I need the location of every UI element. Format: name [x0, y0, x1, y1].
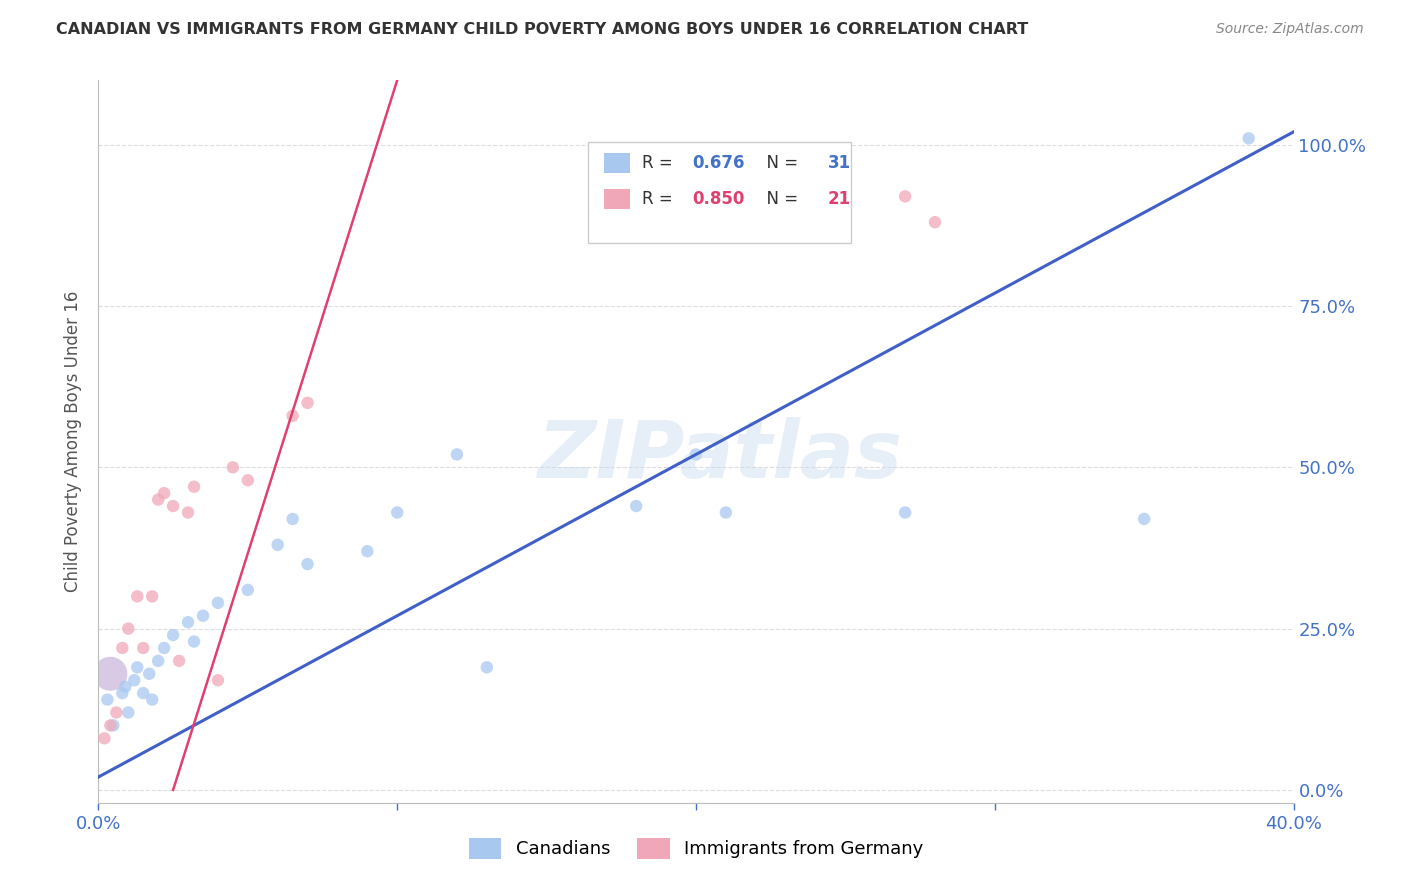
Point [98, 718, 122, 732]
Point [685, 447, 707, 461]
Point [297, 557, 319, 571]
Point [127, 660, 149, 674]
Point [117, 706, 139, 720]
Point [207, 596, 229, 610]
Point [153, 486, 176, 500]
Point [138, 666, 160, 681]
Point [114, 680, 136, 694]
Point [111, 640, 134, 655]
Point [297, 396, 319, 410]
Point [93, 731, 115, 746]
Point [148, 492, 170, 507]
Text: R =: R = [643, 190, 678, 208]
Point [162, 628, 184, 642]
Point [132, 686, 155, 700]
Point [446, 447, 468, 461]
Point [626, 499, 648, 513]
Point [281, 409, 304, 423]
Legend: Canadians, Immigrants from Germany: Canadians, Immigrants from Germany [461, 830, 931, 866]
Point [167, 654, 190, 668]
Point [103, 718, 125, 732]
FancyBboxPatch shape [605, 188, 630, 209]
Text: N =: N = [756, 190, 803, 208]
FancyBboxPatch shape [589, 142, 852, 243]
Point [124, 673, 146, 688]
Point [267, 538, 290, 552]
Point [236, 582, 259, 597]
FancyBboxPatch shape [605, 153, 630, 173]
Text: Source: ZipAtlas.com: Source: ZipAtlas.com [1216, 22, 1364, 37]
Point [356, 544, 378, 558]
Text: CANADIAN VS IMMIGRANTS FROM GERMANY CHILD POVERTY AMONG BOYS UNDER 16 CORRELATIO: CANADIAN VS IMMIGRANTS FROM GERMANY CHIL… [56, 22, 1029, 37]
Text: 31: 31 [827, 153, 851, 171]
Point [183, 480, 205, 494]
Point [222, 460, 245, 475]
Point [127, 590, 149, 604]
Point [111, 686, 134, 700]
Text: 0.850: 0.850 [692, 190, 745, 208]
Point [177, 615, 200, 630]
Text: N =: N = [756, 153, 803, 171]
Point [1133, 512, 1156, 526]
Point [132, 640, 155, 655]
Point [1237, 131, 1260, 145]
Point [141, 590, 163, 604]
Point [924, 215, 946, 229]
Point [117, 622, 139, 636]
Point [183, 634, 205, 648]
Point [281, 512, 304, 526]
Point [191, 608, 214, 623]
Point [207, 673, 229, 688]
Text: R =: R = [643, 153, 678, 171]
Point [894, 506, 917, 520]
Point [177, 506, 200, 520]
Point [96, 692, 118, 706]
Point [385, 506, 409, 520]
Point [162, 499, 184, 513]
Point [714, 506, 737, 520]
Point [236, 473, 259, 487]
Y-axis label: Child Poverty Among Boys Under 16: Child Poverty Among Boys Under 16 [65, 291, 83, 592]
Text: 21: 21 [827, 190, 851, 208]
Point [105, 706, 128, 720]
Point [98, 666, 122, 681]
Point [141, 692, 163, 706]
Point [148, 654, 170, 668]
Point [153, 640, 176, 655]
Text: ZIPatlas: ZIPatlas [537, 417, 903, 495]
Text: 0.676: 0.676 [692, 153, 745, 171]
Point [475, 660, 498, 674]
Point [894, 189, 917, 203]
